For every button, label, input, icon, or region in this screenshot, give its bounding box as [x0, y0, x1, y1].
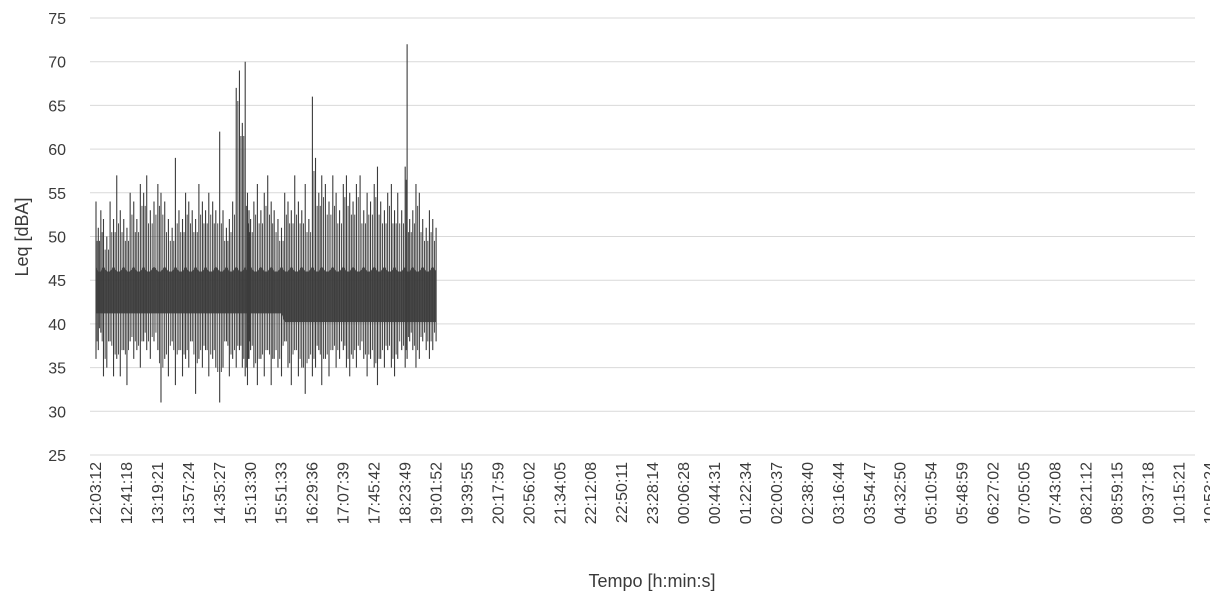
y-tick-label: 35 [48, 361, 66, 378]
x-tick-label: 05:48:59 [955, 462, 972, 524]
x-tick-label: 00:44:31 [707, 462, 724, 524]
x-tick-label: 20:56:02 [521, 462, 538, 524]
x-tick-label: 04:32:50 [893, 462, 910, 524]
x-tick-label: 16:29:36 [305, 462, 322, 524]
x-tick-label: 15:51:33 [274, 462, 291, 524]
x-tick-label: 07:43:08 [1047, 462, 1064, 524]
y-tick-label: 65 [48, 98, 66, 115]
x-tick-label: 22:50:11 [614, 462, 631, 523]
x-tick-label: 03:54:47 [862, 462, 879, 524]
x-tick-label: 21:34:05 [552, 462, 569, 524]
y-tick-label: 40 [48, 317, 66, 334]
y-tick-label: 60 [48, 142, 66, 159]
x-tick-label: 12:03:12 [88, 462, 105, 524]
y-tick-label: 50 [48, 230, 66, 247]
x-tick-label: 18:23:49 [398, 462, 415, 524]
x-tick-label: 06:27:02 [986, 462, 1003, 524]
x-tick-label: 08:21:12 [1078, 462, 1095, 524]
y-tick-labels: 25 30 35 40 45 50 55 60 65 70 75 [48, 11, 66, 465]
series-group [95, 44, 437, 403]
x-tick-label: 17:45:42 [367, 462, 384, 524]
x-tick-label: 19:39:55 [459, 462, 476, 524]
y-axis-title: Leq [dBA] [12, 197, 32, 276]
x-tick-label: 08:59:15 [1109, 462, 1126, 524]
x-tick-label: 22:12:08 [583, 462, 600, 524]
x-tick-label: 05:10:54 [924, 462, 941, 524]
x-tick-label: 07:05:05 [1017, 462, 1034, 524]
x-tick-labels: 12:03:12 12:41:18 13:19:21 13:57:24 14:35:27… [88, 462, 1210, 524]
x-tick-label: 13:19:21 [150, 462, 167, 524]
y-tick-label: 75 [48, 11, 66, 28]
x-tick-label: 03:16:44 [831, 462, 848, 524]
x-tick-label: 20:17:59 [490, 462, 507, 524]
x-tick-label: 13:57:24 [181, 462, 198, 524]
y-tick-label: 55 [48, 186, 66, 203]
y-tick-label: 70 [48, 55, 66, 72]
y-tick-label: 30 [48, 404, 66, 421]
y-tick-label: 45 [48, 273, 66, 290]
x-tick-label: 00:06:28 [676, 462, 693, 524]
x-tick-label: 10:53:24 [1202, 462, 1210, 524]
x-tick-label: 23:28:14 [645, 462, 662, 524]
x-tick-label: 14:35:27 [212, 462, 229, 524]
x-tick-label: 09:37:18 [1140, 462, 1157, 524]
x-tick-label: 02:00:37 [769, 462, 786, 524]
x-tick-label: 10:15:21 [1171, 462, 1188, 524]
x-tick-label: 19:01:52 [428, 462, 445, 524]
x-axis-title: Tempo [h:min:s] [588, 571, 715, 591]
x-tick-label: 12:41:18 [119, 462, 136, 524]
x-tick-label: 17:07:39 [336, 462, 353, 524]
series-0 [95, 44, 437, 403]
x-tick-label: 01:22:34 [738, 462, 755, 524]
x-tick-label: 02:38:40 [800, 462, 817, 524]
y-tick-label: 25 [48, 448, 66, 465]
x-tick-label: 15:13:30 [243, 462, 260, 524]
